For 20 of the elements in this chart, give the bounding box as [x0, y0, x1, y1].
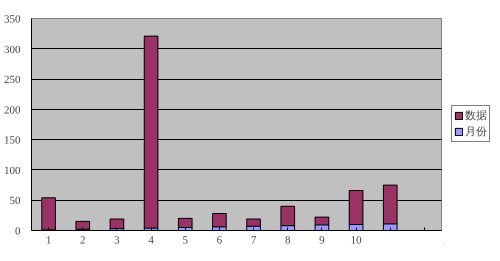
x-tick-label: 1 — [46, 234, 52, 246]
x-tick-label: 3 — [114, 234, 120, 246]
x-tick-label: 10 — [350, 234, 362, 246]
x-tick-label: 9 — [319, 234, 326, 246]
y-tick-label: 200 — [4, 104, 21, 116]
y-tick-label: 350 — [4, 14, 21, 26]
x-tick-label: 5 — [182, 234, 188, 246]
x-tick-label: 6 — [216, 234, 223, 246]
x-tick-label: 8 — [285, 234, 291, 246]
y-tick-label: 250 — [4, 74, 21, 86]
y-tick-label: 300 — [4, 44, 21, 56]
x-tick-label: 7 — [250, 234, 257, 246]
x-tick-label: 2 — [80, 234, 86, 246]
x-tick-label: 4 — [148, 234, 154, 246]
legend-label: 数据 — [465, 109, 487, 123]
y-tick-label: 0 — [15, 226, 21, 238]
legend-label: 月份 — [465, 125, 487, 139]
y-tick-label: 50 — [10, 195, 21, 208]
y-tick-label: 100 — [4, 164, 21, 177]
y-tick-label: 150 — [4, 134, 21, 147]
